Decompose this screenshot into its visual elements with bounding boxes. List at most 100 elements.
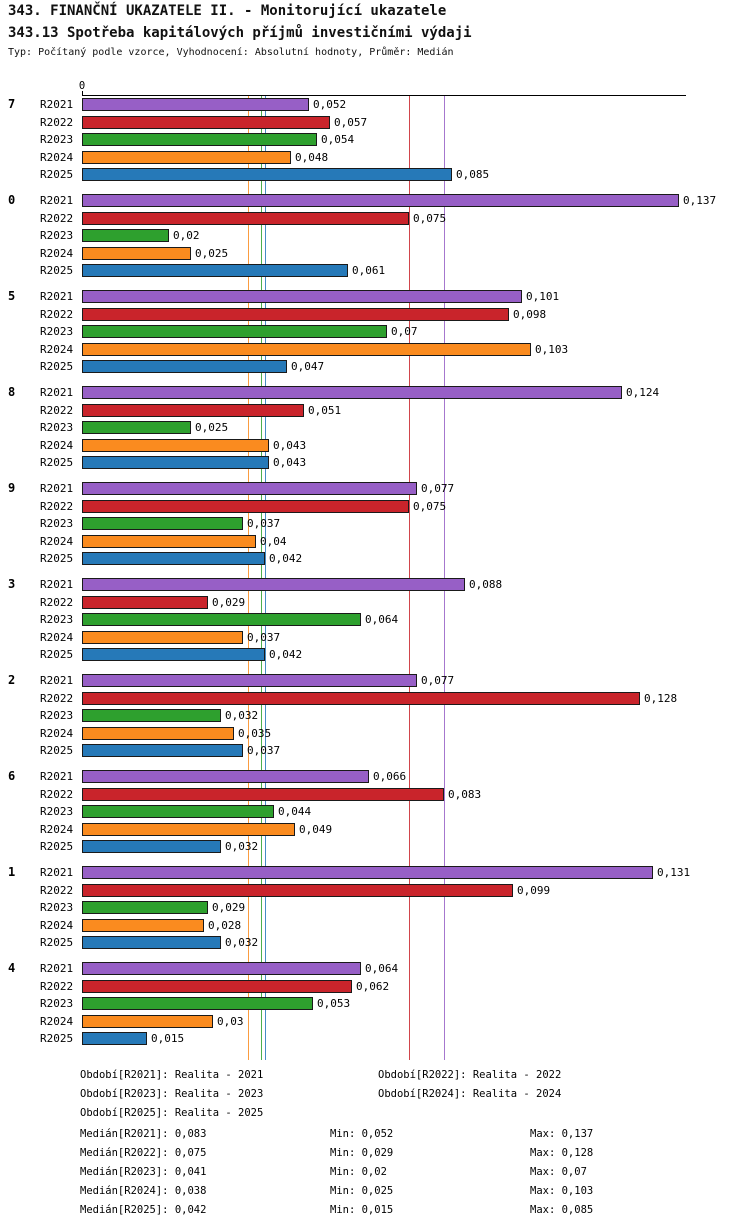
chart-bar — [82, 211, 409, 225]
bar-value-label: 0,101 — [526, 290, 560, 303]
bar-value-label: 0,035 — [238, 726, 272, 740]
chart-bar — [82, 578, 465, 591]
series-row-label: R2022 — [40, 787, 74, 801]
bar-value-label: 0,032 — [225, 709, 259, 723]
chart-bar — [82, 979, 352, 993]
bar-value-label: 0,098 — [513, 307, 547, 321]
chart-bar — [82, 307, 509, 321]
chart-bar — [82, 787, 444, 801]
series-row-label: R2023 — [40, 325, 74, 339]
bar-value-label: 0,099 — [517, 883, 551, 897]
chart-bar — [82, 822, 295, 836]
stat-max: Max: 0,103 — [530, 1185, 594, 1197]
bar-value-label: 0,057 — [334, 115, 368, 129]
stat-min: Min: 0,015 — [330, 1204, 394, 1216]
chart-bar — [82, 229, 169, 243]
median-line-R2025 — [265, 95, 266, 1060]
stat-max: Max: 0,128 — [530, 1147, 594, 1159]
group-label: 3 — [8, 577, 16, 591]
bar-value-label: 0,049 — [299, 822, 333, 836]
x-axis-origin-label: 0 — [78, 80, 86, 92]
stat-max: Max: 0,07 — [530, 1166, 587, 1178]
chart-bar — [82, 534, 256, 548]
bar-value-label: 0,128 — [644, 691, 678, 705]
bar-value-label: 0,015 — [151, 1032, 185, 1046]
bar-value-label: 0,04 — [260, 534, 287, 548]
plot-area: 0 7 R2021 0,052 R2022 0,057 R2023 0,054 R2024 0,0… — [8, 80, 716, 1060]
chart-bar — [82, 840, 221, 854]
bar-value-label: 0,075 — [413, 499, 447, 513]
legend-period-entry: Období[R2022]: Realita - 2022 — [378, 1069, 562, 1081]
series-row-label: R2021 — [40, 962, 74, 975]
bar-value-label: 0,044 — [278, 805, 312, 819]
median-line-R2023 — [260, 95, 262, 1060]
chart-bar — [82, 726, 234, 740]
chart-bar — [82, 674, 417, 687]
legend-area: Období[R2021]: Realita - 2021 Období[R202… — [0, 1065, 750, 1232]
series-row-label: R2023 — [40, 997, 74, 1011]
bar-value-label: 0,077 — [421, 674, 455, 687]
series-row-label: R2021 — [40, 866, 74, 879]
chart-bar — [82, 883, 513, 897]
bar-value-label: 0,02 — [173, 229, 200, 243]
bar-value-label: 0,032 — [225, 936, 259, 950]
series-row-label: R2023 — [40, 805, 74, 819]
chart-bar — [82, 150, 291, 164]
chart-meta: Typ: Počítaný podle vzorce, Vyhodnocení:… — [8, 47, 454, 58]
series-row-label: R2025 — [40, 936, 74, 950]
stat-min: Min: 0,02 — [330, 1166, 387, 1178]
bar-value-label: 0,048 — [295, 150, 329, 164]
series-row-label: R2022 — [40, 499, 74, 513]
bar-value-label: 0,07 — [391, 325, 418, 339]
chart-title: 343. FINANČNÍ UKAZATELE II. - Monitorují… — [8, 3, 447, 19]
chart-bar — [82, 386, 622, 399]
chart-bar — [82, 115, 330, 129]
series-row-label: R2024 — [40, 726, 74, 740]
legend-period-entry: Období[R2025]: Realita - 2025 — [80, 1107, 264, 1119]
chart-bar — [82, 918, 204, 932]
bar-value-label: 0,062 — [356, 979, 390, 993]
legend-period-entry: Období[R2024]: Realita - 2024 — [378, 1088, 562, 1100]
series-row-label: R2024 — [40, 918, 74, 932]
chart-bar — [82, 438, 269, 452]
series-row-label: R2024 — [40, 438, 74, 452]
series-row-label: R2021 — [40, 674, 74, 687]
chart-bar — [82, 866, 653, 879]
series-row-label: R2021 — [40, 194, 74, 207]
chart-bar — [82, 1032, 147, 1046]
chart-bar — [82, 770, 369, 783]
series-row-label: R2022 — [40, 883, 74, 897]
chart-bar — [82, 360, 287, 374]
bar-value-label: 0,043 — [273, 438, 307, 452]
chart-bar — [82, 403, 304, 417]
chart-bar — [82, 499, 409, 513]
chart-bar — [82, 805, 274, 819]
series-row-label: R2022 — [40, 307, 74, 321]
stat-median: Medián[R2022]: 0,075 — [80, 1147, 207, 1159]
legend-period-entry: Období[R2023]: Realita - 2023 — [80, 1088, 264, 1100]
bar-value-label: 0,03 — [217, 1014, 244, 1028]
chart-bar — [82, 325, 387, 339]
chart-bar — [82, 342, 531, 356]
chart-bar — [82, 613, 361, 627]
bar-value-label: 0,066 — [373, 770, 407, 783]
series-row-label: R2023 — [40, 613, 74, 627]
group-label: 7 — [8, 97, 16, 111]
chart-bar — [82, 552, 265, 566]
chart-bar — [82, 194, 679, 207]
bar-value-label: 0,075 — [413, 211, 447, 225]
group-label: 8 — [8, 385, 16, 399]
bar-value-label: 0,054 — [321, 133, 355, 147]
chart-bar — [82, 246, 191, 260]
median-line-R2022 — [408, 95, 410, 1060]
chart-bar — [82, 421, 191, 435]
bar-value-label: 0,085 — [456, 168, 490, 182]
bar-value-label: 0,037 — [247, 517, 281, 531]
chart-bar — [82, 901, 208, 915]
chart-bar — [82, 168, 452, 182]
bar-value-label: 0,025 — [195, 246, 229, 260]
chart-bar — [82, 936, 221, 950]
chart-bar — [82, 133, 317, 147]
bar-value-label: 0,047 — [291, 360, 325, 374]
stat-max: Max: 0,137 — [530, 1128, 594, 1140]
